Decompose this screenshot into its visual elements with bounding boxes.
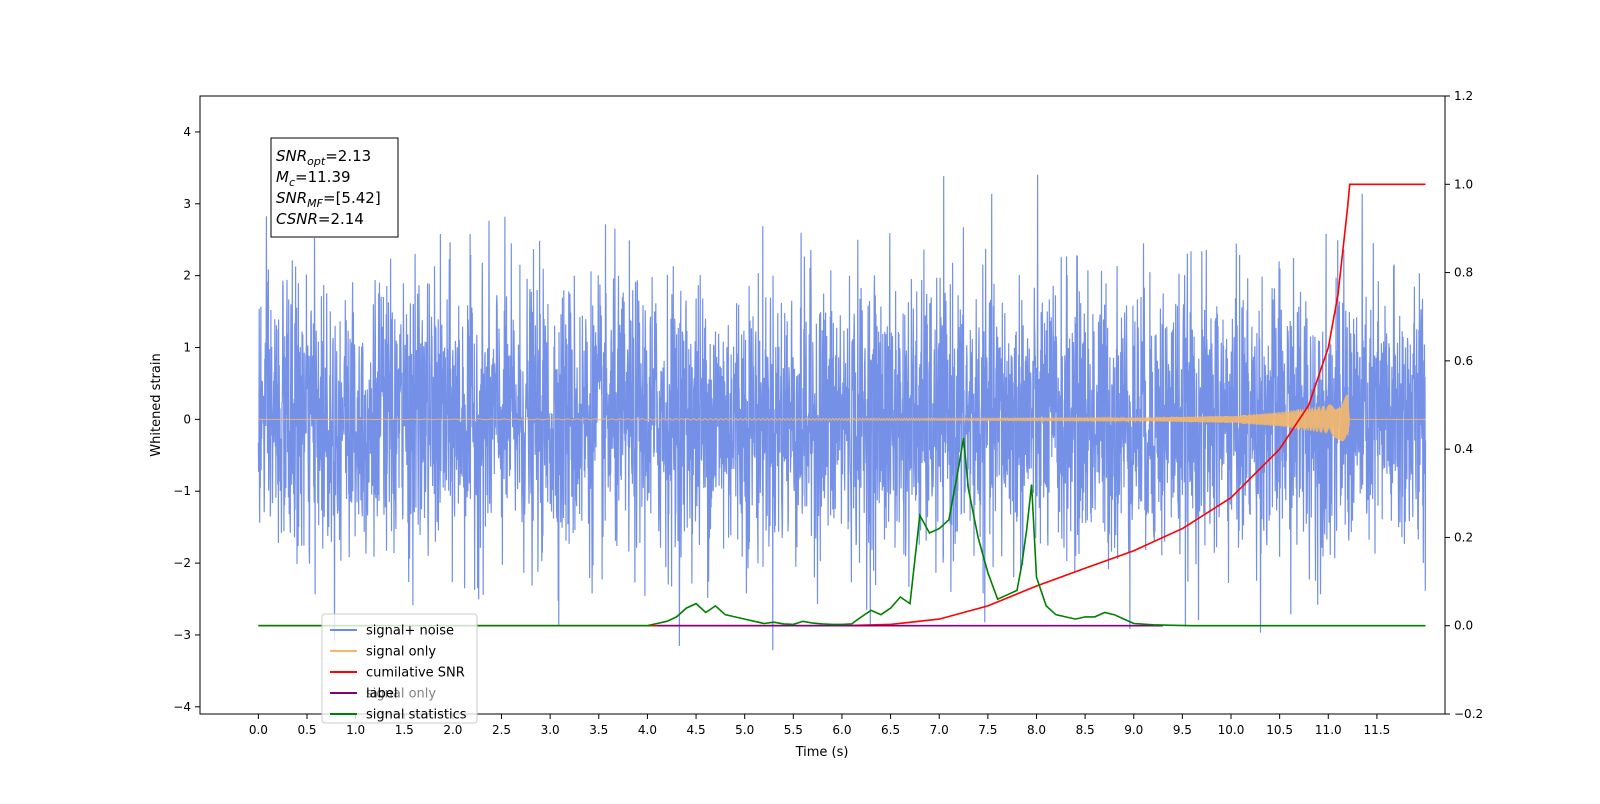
legend-ghost-label: signal only [366,687,436,702]
x-tick-label: 2.0 [443,723,462,737]
x-tick-label: 3.5 [589,723,608,737]
y-tick-label: 4 [183,125,191,139]
y2-tick-label: 1.0 [1454,177,1473,191]
x-tick-label: 0.5 [297,723,316,737]
y-tick-label: 3 [183,197,191,211]
x-tick-label: 4.5 [687,723,706,737]
x-tick-label: 7.5 [978,723,997,737]
x-tick-label: 1.0 [346,723,365,737]
x-tick-label: 10.5 [1266,723,1293,737]
y-tick-label: 1 [183,341,191,355]
x-tick-label: 7.0 [930,723,949,737]
annotation-line: Mc=11.39 [276,168,351,189]
annotation-line: SNRMF=[5.42] [276,189,381,210]
signal-only-series [258,394,1426,442]
legend-label: signal statistics [366,708,467,723]
y2-tick-label: 0.4 [1454,442,1473,456]
legend-label: signal only [366,645,436,660]
x-tick-label: 10.0 [1218,723,1245,737]
legend-label: signal+ noise [366,624,454,639]
right-axis-series [258,183,1426,627]
x-tick-label: 2.5 [492,723,511,737]
y-axis-label: Whitened strain [149,353,164,456]
y-tick-label: 0 [183,412,191,426]
y2-tick-label: 0.6 [1454,354,1473,368]
x-tick-label: 0.0 [249,723,268,737]
x-tick-label: 1.5 [395,723,414,737]
x-tick-label: 9.5 [1173,723,1192,737]
y2-tick-label: 0.0 [1454,619,1473,633]
legend-label: label [366,687,397,702]
annotation-line: SNRopt=2.13 [276,147,371,168]
x-tick-label: 6.0 [832,723,851,737]
annotation-line: CSNR=2.14 [276,210,364,228]
y-tick-label: −1 [173,484,191,498]
y2-tick-label: 0.8 [1454,266,1473,280]
y-tick-label: −3 [173,628,191,642]
x-tick-label: 9.0 [1124,723,1143,737]
y-axis-left: −4 −3 −2 −1 0 1 2 3 4 [173,125,200,714]
x-tick-label: 6.5 [881,723,900,737]
x-tick-label: 5.0 [735,723,754,737]
legend-label: cumilative SNR [366,666,465,681]
y2-tick-label: 0.2 [1454,530,1473,544]
x-axis-label: Time (s) [795,745,849,760]
x-axis: 0.0 0.5 1.0 1.5 2.0 2.5 3.0 3.5 4.0 4.5 5.0 5.5 6.0 6… [249,714,1390,737]
signal-noise-series [257,174,1427,651]
y-axis-right: −0.2 0.0 0.2 0.4 0.6 0.8 1.0 1.2 [1445,89,1483,721]
signal-only-line [258,394,1426,442]
y2-tick-label: 1.2 [1454,89,1473,103]
x-tick-label: 4.0 [638,723,657,737]
plot-frame [199,95,1446,715]
x-tick-label: 5.5 [784,723,803,737]
x-tick-label: 11.5 [1364,723,1391,737]
x-tick-label: 3.0 [541,723,560,737]
y-tick-label: 2 [183,269,191,283]
signal-statistics-line [258,437,1426,627]
cumilative-snr-line [258,183,1426,627]
y2-tick-label: −0.2 [1454,707,1483,721]
x-tick-label: 8.5 [1076,723,1095,737]
x-tick-label: 11.0 [1315,723,1342,737]
y-tick-label: −4 [173,700,191,714]
y-tick-label: −2 [173,556,191,570]
plot-area [257,174,1427,651]
x-tick-label: 8.0 [1027,723,1046,737]
signal-noise-line [257,174,1427,651]
legend: signal+ noise signal only cumilative SNR la… [321,613,478,724]
